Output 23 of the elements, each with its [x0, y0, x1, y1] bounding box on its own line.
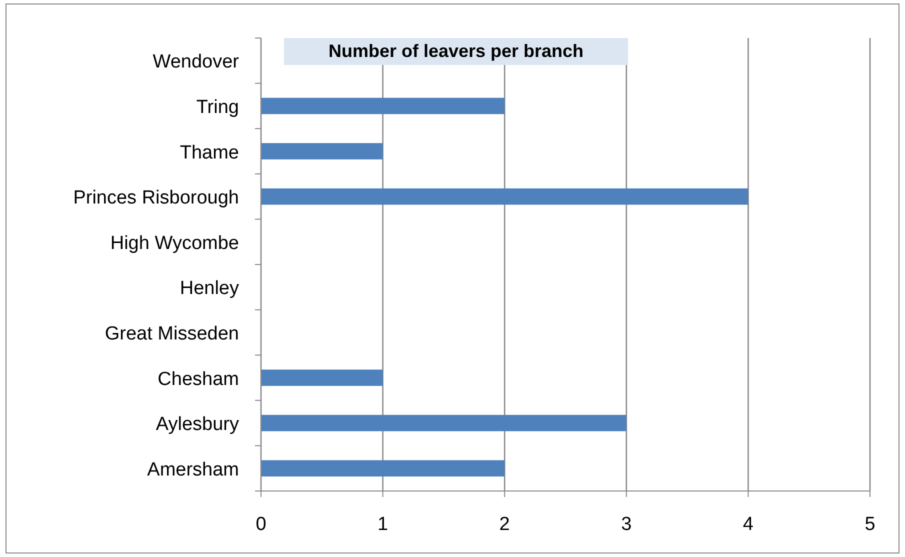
y-tick-label: Thame: [180, 142, 239, 164]
bar: [261, 188, 748, 205]
y-tick-label: Princes Risborough: [73, 188, 239, 209]
x-tick-label: 1: [378, 514, 388, 535]
chart-title: Number of leavers per branch: [328, 41, 584, 61]
y-tick-label: Wendover: [152, 52, 240, 73]
y-tick-label: Tring: [196, 96, 239, 118]
y-tick-label: High Wycombe: [110, 232, 239, 254]
y-tick-label: Henley: [180, 278, 240, 300]
y-tick-label: Aylesbury: [156, 414, 240, 436]
y-tick-label: Amersham: [147, 459, 239, 480]
x-tick-label: 4: [742, 514, 754, 535]
y-tick-label: Chesham: [158, 368, 239, 390]
x-tick-label: 0: [256, 514, 266, 535]
y-tick-label: Great Misseden: [104, 323, 239, 344]
x-tick-label: 2: [499, 514, 510, 535]
x-tick-label: 5: [864, 514, 876, 535]
bar: [261, 143, 383, 160]
bar: [261, 370, 383, 386]
bar: [261, 98, 505, 114]
bar: [261, 414, 626, 432]
bar: [261, 460, 505, 477]
x-tick-label: 3: [621, 514, 632, 535]
